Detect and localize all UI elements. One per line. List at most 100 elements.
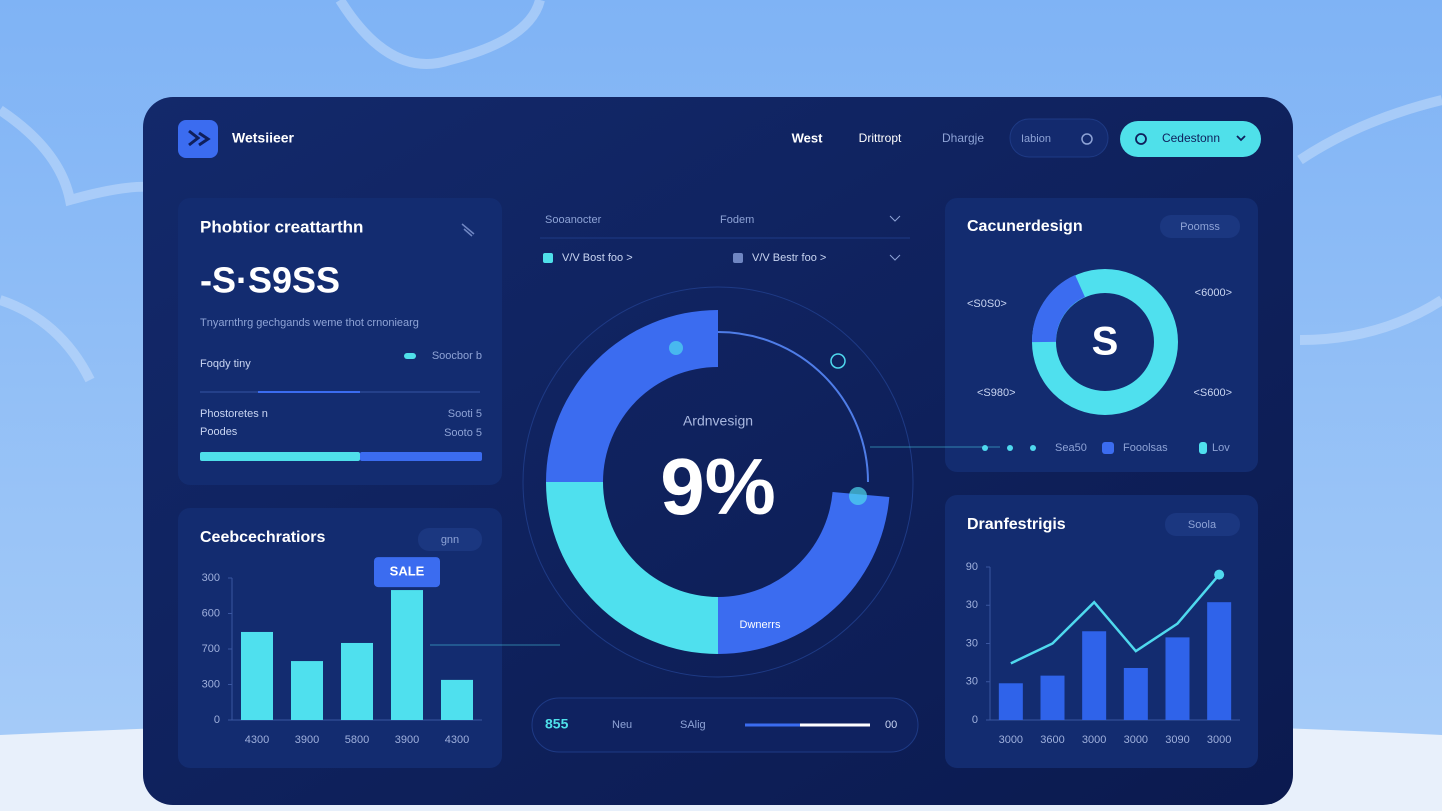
y-tick-label: 300 — [202, 572, 220, 584]
card-title: Dranfestrigis — [967, 516, 1066, 533]
bar — [391, 590, 423, 720]
donut-label: <6000> — [1195, 287, 1232, 299]
chevron — [889, 215, 901, 222]
nav-item[interactable]: Drittropt — [859, 131, 902, 145]
card-pill[interactable] — [1160, 215, 1240, 238]
tab[interactable]: Sooanocter — [545, 214, 602, 226]
pill-label[interactable]: Poomss — [1180, 221, 1220, 233]
row-label: Phostoretes n — [200, 408, 268, 420]
annotation-box — [374, 557, 440, 588]
legend-dot — [1007, 445, 1013, 451]
y-tick-label: 700 — [202, 643, 220, 655]
row-label: Foqdy tiny — [200, 358, 251, 370]
footer-value: 855 — [545, 716, 569, 732]
legend-item: Fooolsas — [1123, 442, 1168, 454]
pill-label[interactable]: Soola — [1188, 519, 1217, 531]
card-pill[interactable] — [418, 528, 482, 551]
bg-decor — [0, 0, 1442, 383]
bar — [1165, 637, 1190, 720]
button-chevron — [1236, 135, 1246, 142]
bar — [241, 631, 273, 720]
chevron — [889, 254, 901, 261]
card-icon — [461, 223, 475, 237]
tab-icon — [543, 253, 553, 263]
row-meta: Sooti 5 — [448, 408, 482, 420]
y-tick-label: 30 — [966, 676, 978, 688]
bar — [1082, 631, 1107, 720]
small-donut-segment — [1031, 275, 1086, 343]
annotation: SALE — [390, 564, 425, 579]
bar — [1123, 667, 1148, 720]
line-point — [1214, 569, 1225, 580]
tab[interactable]: V/V Bestr foo > — [752, 252, 826, 264]
bar — [998, 683, 1023, 720]
x-tick-label: 3600 — [1040, 734, 1064, 746]
bar — [1040, 675, 1065, 720]
footer-item[interactable]: Neu — [612, 719, 632, 731]
big-donut — [522, 286, 914, 678]
bar — [1207, 602, 1232, 720]
nav-item[interactable]: Dhargje — [942, 131, 984, 145]
donut-caption: Ardnvesign — [683, 413, 753, 429]
donut-label: <S0S0> — [967, 298, 1007, 310]
y-tick-label: 0 — [214, 714, 220, 726]
search-text[interactable]: Iabion — [1021, 133, 1051, 145]
legend-dot — [1030, 445, 1036, 451]
donut-badge: Dwnerrs — [740, 619, 781, 631]
y-tick-label: 30 — [966, 637, 978, 649]
donut-segment — [718, 492, 890, 654]
search-pill[interactable] — [1009, 118, 1109, 158]
button-icon — [1135, 133, 1147, 145]
x-tick-label: 3090 — [1165, 734, 1189, 746]
row-label: Poodes — [200, 426, 238, 438]
y-tick-label: 0 — [972, 714, 978, 726]
tab[interactable]: V/V Bost foo > — [562, 252, 633, 264]
card-title: Cacunerdesign — [967, 218, 1083, 235]
x-tick-label: 3900 — [395, 734, 419, 746]
y-tick-label: 30 — [966, 599, 978, 611]
row-chip — [404, 353, 416, 359]
footer-item[interactable]: SAlig — [680, 719, 706, 731]
donut-label: <S980> — [977, 387, 1016, 399]
logo-icon — [188, 129, 211, 147]
row-meta: Soocbor b — [432, 350, 482, 362]
x-tick-label: 3000 — [1207, 734, 1231, 746]
legend-dot — [982, 445, 988, 451]
progress-rest — [360, 452, 482, 461]
bar — [441, 679, 473, 720]
donut-outline — [522, 286, 914, 678]
card-title: Phobtior creattarthn — [200, 217, 363, 236]
summary-card — [178, 198, 502, 485]
card-title: Ceebcechratiors — [200, 529, 325, 546]
bar — [291, 661, 323, 720]
search-icon — [1081, 133, 1093, 145]
button-label[interactable]: Cedestonn — [1162, 131, 1220, 145]
donut-card — [945, 198, 1258, 472]
footer-item: 00 — [885, 719, 897, 731]
x-tick-label: 5800 — [345, 734, 369, 746]
legend-item: Lov — [1212, 442, 1230, 454]
donut-dot — [830, 353, 846, 369]
nav-item[interactable]: West — [792, 130, 823, 145]
x-tick-label: 4300 — [445, 734, 469, 746]
legend-swatch — [1199, 442, 1207, 454]
primary-button[interactable] — [1120, 121, 1261, 157]
card-pill[interactable] — [1165, 513, 1240, 536]
donut-dot — [849, 487, 867, 505]
bar — [341, 642, 373, 720]
y-tick-label: 90 — [966, 561, 978, 573]
x-tick-label: 3000 — [1082, 734, 1106, 746]
legend-item: Sea50 — [1055, 442, 1087, 454]
kpi-value: -S·S9SS — [200, 260, 340, 301]
donut-arc — [717, 331, 869, 483]
footer-bar — [531, 697, 919, 753]
tab[interactable]: Fodem — [720, 214, 754, 226]
pill-label[interactable]: gnn — [441, 534, 459, 546]
line-series — [1010, 573, 1221, 665]
donut-segment — [546, 482, 718, 654]
x-tick-label: 3000 — [999, 734, 1023, 746]
x-tick-label: 3000 — [1124, 734, 1148, 746]
legend-swatch — [1102, 442, 1114, 454]
